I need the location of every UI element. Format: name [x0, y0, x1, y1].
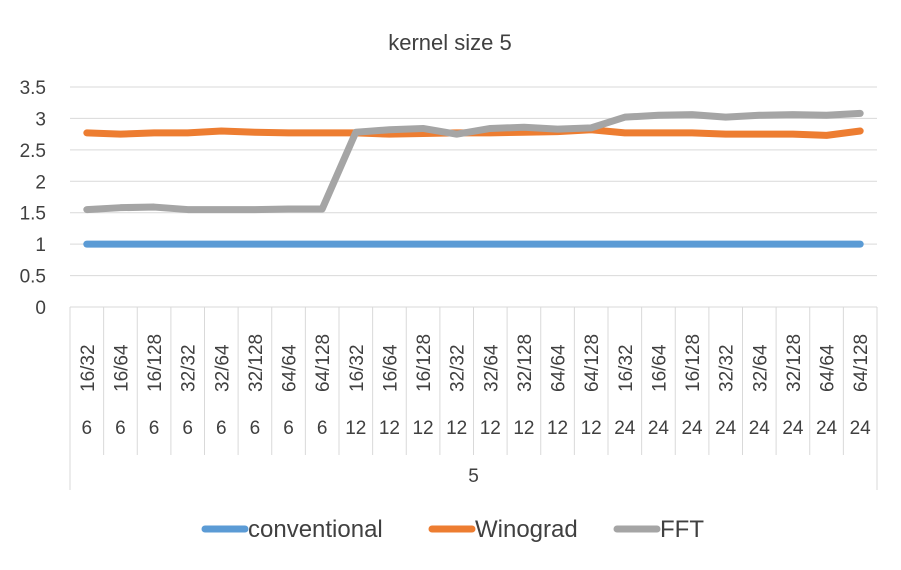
x-category-label: 16/128: [145, 334, 166, 392]
x-category-label: 64/128: [582, 334, 603, 392]
x-group-label: 24: [816, 418, 838, 439]
x-category-label: 64/128: [851, 334, 872, 392]
x-group-label: 12: [379, 418, 400, 439]
y-tick-label: 3.5: [20, 78, 46, 99]
x-group-label: 6: [182, 418, 193, 439]
x-group-label: 6: [250, 418, 261, 439]
x-category-label: 64/64: [549, 344, 570, 392]
x-category-label: 16/64: [380, 344, 401, 392]
x-group-label: 12: [345, 418, 366, 439]
x-category-label: 16/32: [347, 344, 368, 392]
x-category-label: 32/64: [212, 344, 233, 392]
y-tick-label: 0: [35, 298, 46, 319]
x-category-label: 32/128: [515, 334, 536, 392]
x-category-label: 16/64: [649, 344, 670, 392]
y-tick-label: 0.5: [20, 267, 46, 288]
x-category-label: 32/64: [481, 344, 502, 392]
x-category-label: 64/128: [313, 334, 334, 392]
x-group-label: 24: [715, 418, 737, 439]
x-category-label: 32/32: [448, 344, 469, 392]
x-category-label: 32/128: [246, 334, 267, 392]
chart-title: kernel size 5: [388, 30, 512, 55]
legend-label: conventional: [248, 516, 383, 543]
x-group-label: 6: [82, 418, 93, 439]
x-category-label: 16/128: [414, 334, 435, 392]
series-line-fft: [83, 109, 864, 214]
x-group-label: 6: [283, 418, 294, 439]
x-category-label: 32/32: [179, 344, 200, 392]
x-category-label: 32/32: [717, 344, 738, 392]
x-category-label: 32/128: [784, 334, 805, 392]
x-category-label: 16/64: [111, 344, 132, 392]
legend-label: FFT: [660, 516, 704, 543]
x-group-label: 24: [782, 418, 804, 439]
x-group-label: 12: [446, 418, 467, 439]
x-axis: 16/32 16/64 16/128 32/32 32/64 32/128 64/64 64/…: [69, 306, 878, 490]
legend: conventional Winograd FFT: [201, 516, 704, 543]
x-group-label: 6: [115, 418, 126, 439]
x-group-label: 24: [648, 418, 670, 439]
x-category-label: 64/64: [280, 344, 301, 392]
y-tick-label: 1.5: [20, 204, 46, 225]
x-group-label: 24: [850, 418, 872, 439]
x-group-label: 12: [412, 418, 433, 439]
y-tick-label: 2.5: [20, 141, 46, 162]
x-group-label: 12: [547, 418, 568, 439]
x-category-label: 32/64: [750, 344, 771, 392]
x-group-label: 6: [216, 418, 227, 439]
x-group-label: 12: [513, 418, 534, 439]
x-group-label: 24: [614, 418, 636, 439]
x-category-label: 16/32: [616, 344, 637, 392]
x-group-label: 6: [317, 418, 328, 439]
x-category-label: 16/128: [683, 334, 704, 392]
x-group-label: 6: [149, 418, 160, 439]
y-tick-label: 3: [35, 109, 46, 130]
x-category-label: 16/32: [78, 344, 99, 392]
x-group-label: 12: [581, 418, 602, 439]
y-tick-label: 1: [35, 235, 46, 256]
x-category-label: 64/64: [818, 344, 839, 392]
x-outer-group-label: 5: [468, 466, 479, 487]
legend-label: Winograd: [475, 516, 578, 543]
x-group-label: 12: [480, 418, 501, 439]
series-lines: [83, 109, 864, 248]
y-tick-label: 2: [35, 172, 46, 193]
x-group-label: 24: [749, 418, 771, 439]
x-group-label: 24: [681, 418, 703, 439]
y-axis: 0 0.5 1 1.5 2 2.5 3 3.5: [20, 78, 46, 319]
